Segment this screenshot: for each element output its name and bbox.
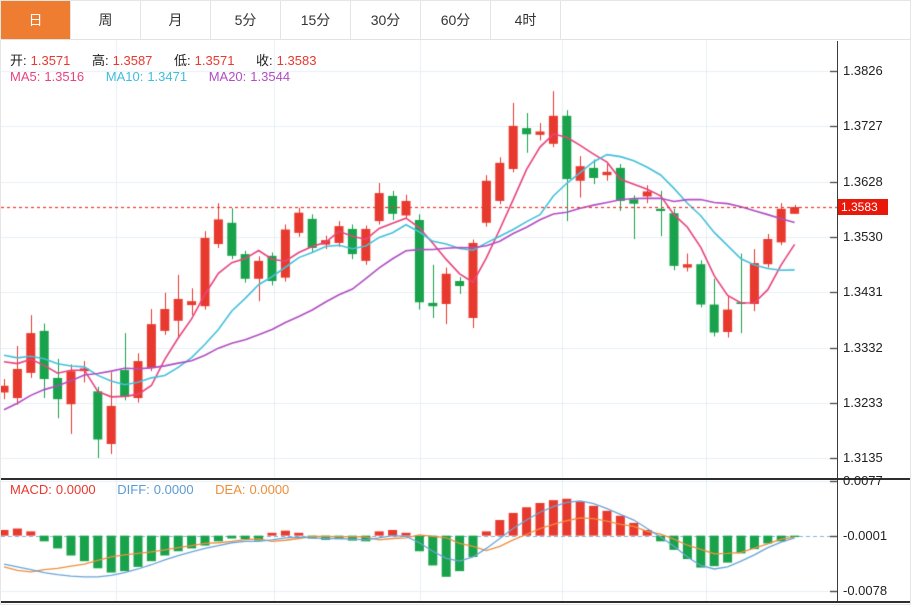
dea-value: 0.0000 [249, 482, 290, 497]
tab-30min[interactable]: 30分 [351, 1, 421, 39]
macd-tick-label: 0.0077 [843, 473, 883, 488]
tab-monthly[interactable]: 月 [141, 1, 211, 39]
macd-value: 0.0000 [55, 482, 96, 497]
price-tick-label: 1.3135 [843, 450, 883, 465]
ma10-label: MA10: [105, 69, 144, 84]
ma10-value: 1.3471 [147, 69, 188, 84]
candlestick-chart-canvas[interactable] [1, 40, 837, 478]
tab-weekly[interactable]: 周 [71, 1, 141, 39]
tab-60min[interactable]: 60分 [421, 1, 491, 39]
price-tick-label: 1.3233 [843, 395, 883, 411]
ma5-value: 1.3516 [44, 69, 85, 84]
bottom-border [1, 601, 910, 603]
diff-label: DIFF: [117, 482, 150, 497]
close-label: 收: [256, 53, 273, 68]
ma20-label: MA20: [208, 69, 247, 84]
price-tick-label: 1.3826 [843, 63, 883, 78]
open-value: 1.3571 [30, 53, 71, 68]
macd-label: MACD: [10, 482, 52, 497]
dea-label: DEA: [215, 482, 246, 497]
tab-daily[interactable]: 日 [1, 1, 71, 39]
open-label: 开: [10, 53, 27, 68]
price-tick-label: 1.3727 [843, 118, 883, 134]
price-axis-line [837, 41, 838, 602]
ma5-label: MA5: [10, 69, 41, 84]
ma-legend: MA5: 1.3516 MA10: 1.3471 MA20: 1.3544 [10, 69, 294, 84]
high-label: 高: [92, 53, 109, 68]
macd-legend: MACD: 0.0000 DIFF: 0.0000 DEA: 0.0000 [10, 482, 293, 497]
ma20-value: 1.3544 [250, 69, 291, 84]
ohlc-legend: 开: 1.3571 高: 1.3587 低: 1.3571 收: 1.3583 [10, 50, 320, 69]
panel-divider [1, 478, 910, 480]
price-tick-label: 1.3628 [843, 173, 883, 189]
low-label: 低: [174, 53, 191, 68]
macd-chart-canvas[interactable] [1, 478, 837, 602]
price-tick-label: 1.3332 [843, 339, 883, 355]
macd-tick-label: -0.0078 [843, 583, 888, 598]
diff-value: 0.0000 [153, 482, 194, 497]
close-value: 1.3583 [276, 53, 317, 68]
macd-tick-label: -0.0001 [843, 528, 888, 544]
current-price-badge: 1.3583 [838, 199, 888, 216]
tab-5min[interactable]: 5分 [211, 1, 281, 39]
tab-4hour[interactable]: 4时 [491, 1, 561, 39]
low-value: 1.3571 [194, 53, 235, 68]
price-tick-label: 1.3530 [843, 228, 883, 244]
price-tick-label: 1.3431 [843, 284, 883, 300]
tab-15min[interactable]: 15分 [281, 1, 351, 39]
period-tabbar: 日 周 月 5分 15分 30分 60分 4时 [1, 1, 910, 40]
high-value: 1.3587 [112, 53, 153, 68]
